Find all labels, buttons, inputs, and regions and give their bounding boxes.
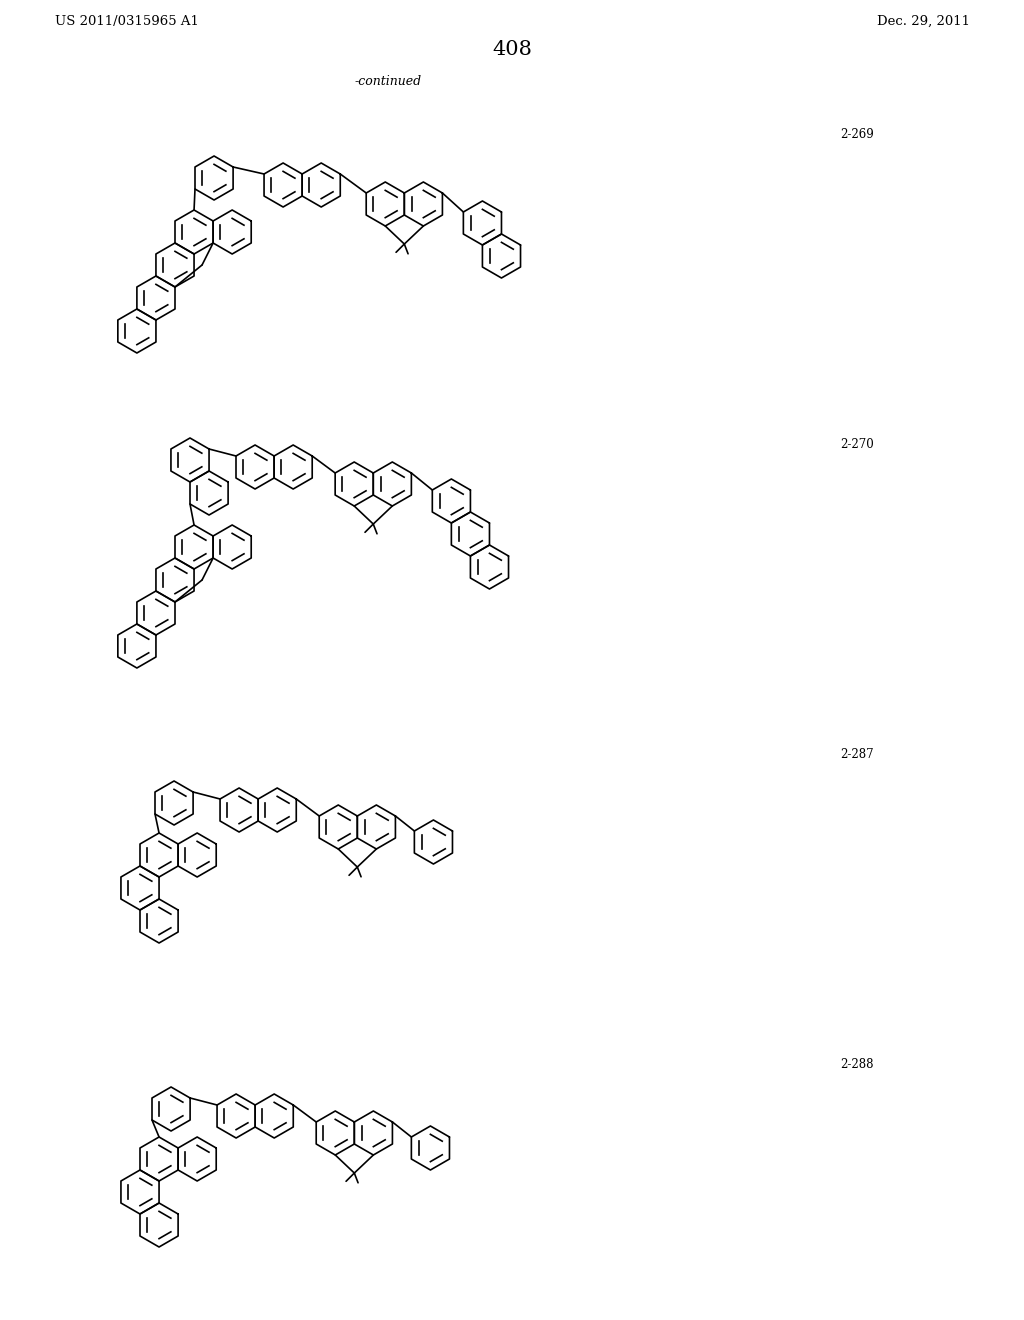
Text: 2-269: 2-269 <box>840 128 873 141</box>
Text: 2-270: 2-270 <box>840 438 873 451</box>
Text: 2-288: 2-288 <box>840 1059 873 1071</box>
Text: 408: 408 <box>493 40 531 59</box>
Text: 2-287: 2-287 <box>840 748 873 762</box>
Text: US 2011/0315965 A1: US 2011/0315965 A1 <box>55 15 199 28</box>
Text: Dec. 29, 2011: Dec. 29, 2011 <box>877 15 970 28</box>
Text: -continued: -continued <box>354 75 422 88</box>
